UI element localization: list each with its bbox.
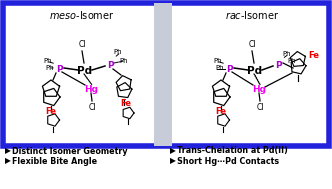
Text: Hg: Hg <box>84 84 98 94</box>
Text: Hg: Hg <box>252 84 266 94</box>
Text: Pd: Pd <box>77 66 93 76</box>
Text: P: P <box>56 64 62 74</box>
Text: Ph: Ph <box>213 58 222 64</box>
Text: Ph: Ph <box>45 65 54 71</box>
Text: Ph: Ph <box>282 51 290 57</box>
Polygon shape <box>44 88 60 106</box>
Text: Cl: Cl <box>88 103 96 112</box>
Text: Ph: Ph <box>119 58 127 64</box>
Text: Distinct Isomer Geometry: Distinct Isomer Geometry <box>12 146 127 156</box>
Text: Cl: Cl <box>78 40 86 49</box>
Polygon shape <box>116 76 131 91</box>
Text: Flexible Bite Angle: Flexible Bite Angle <box>12 156 97 166</box>
Text: ▶: ▶ <box>170 156 176 166</box>
Text: P: P <box>275 60 281 70</box>
Text: Fe: Fe <box>121 99 131 108</box>
Polygon shape <box>218 114 229 126</box>
Text: Cl: Cl <box>256 103 264 112</box>
Text: $\it{meso}$-Isomer: $\it{meso}$-Isomer <box>49 9 115 21</box>
Text: Fe: Fe <box>308 50 319 60</box>
Text: Fe: Fe <box>215 106 226 115</box>
Text: Ph: Ph <box>287 58 295 64</box>
Polygon shape <box>291 59 306 74</box>
Text: P: P <box>107 60 113 70</box>
Text: ▶: ▶ <box>5 146 11 156</box>
Text: Cl: Cl <box>248 40 256 49</box>
Bar <box>3 3 329 146</box>
Text: Trans-Chelation at Pd(II): Trans-Chelation at Pd(II) <box>177 146 288 156</box>
Text: ▶: ▶ <box>5 156 11 166</box>
Text: P: P <box>226 64 232 74</box>
Text: Ph: Ph <box>43 58 51 64</box>
Text: Pd: Pd <box>247 66 263 76</box>
Polygon shape <box>48 114 59 126</box>
Polygon shape <box>117 83 132 98</box>
Polygon shape <box>42 80 59 96</box>
Text: Ph: Ph <box>113 49 122 55</box>
Text: $\it{rac}$-Isomer: $\it{rac}$-Isomer <box>225 9 279 21</box>
Polygon shape <box>212 80 229 96</box>
Polygon shape <box>214 88 230 106</box>
Polygon shape <box>123 107 134 119</box>
Text: Short Hg⋯Pd Contacts: Short Hg⋯Pd Contacts <box>177 156 279 166</box>
Text: Fe: Fe <box>45 106 56 115</box>
Polygon shape <box>290 52 305 66</box>
Bar <box>154 3 172 146</box>
Text: Ph: Ph <box>215 65 224 71</box>
Text: ▶: ▶ <box>170 146 176 156</box>
